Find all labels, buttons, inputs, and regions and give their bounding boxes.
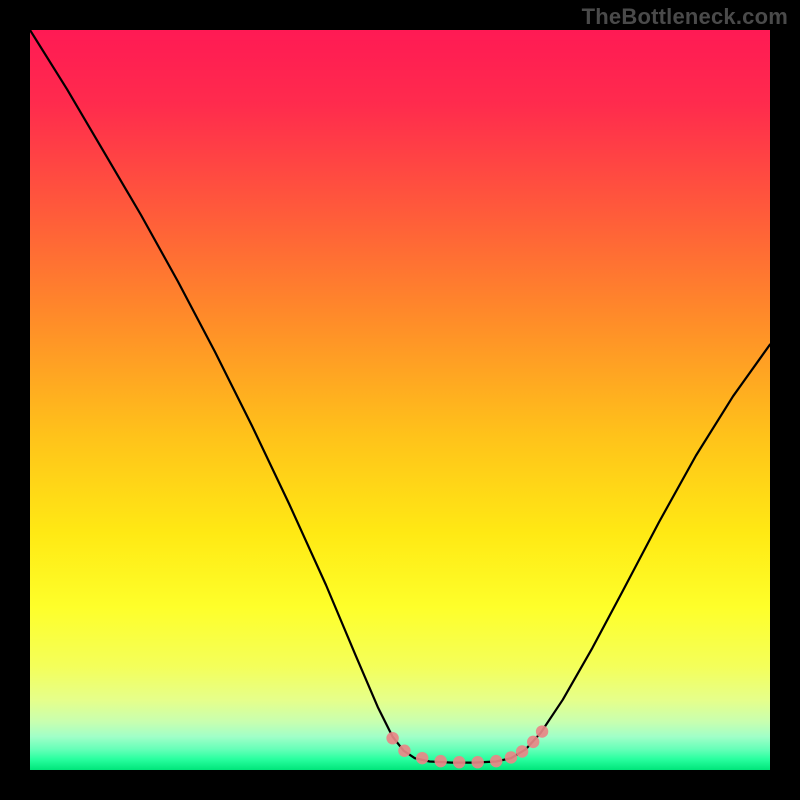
optimal-marker [516,745,528,757]
optimal-marker [416,752,428,764]
watermark-text: TheBottleneck.com [582,4,788,30]
plot-area [30,30,770,770]
optimal-marker [472,756,484,768]
optimal-marker [386,732,398,744]
optimal-marker [505,751,517,763]
optimal-marker [453,756,465,768]
optimal-marker [527,736,539,748]
optimal-marker [536,725,548,737]
optimal-marker [435,755,447,767]
optimal-marker [490,755,502,767]
bottleneck-curve-chart [30,30,770,770]
chart-frame: TheBottleneck.com [0,0,800,800]
gradient-background [30,30,770,770]
optimal-marker [398,745,410,757]
